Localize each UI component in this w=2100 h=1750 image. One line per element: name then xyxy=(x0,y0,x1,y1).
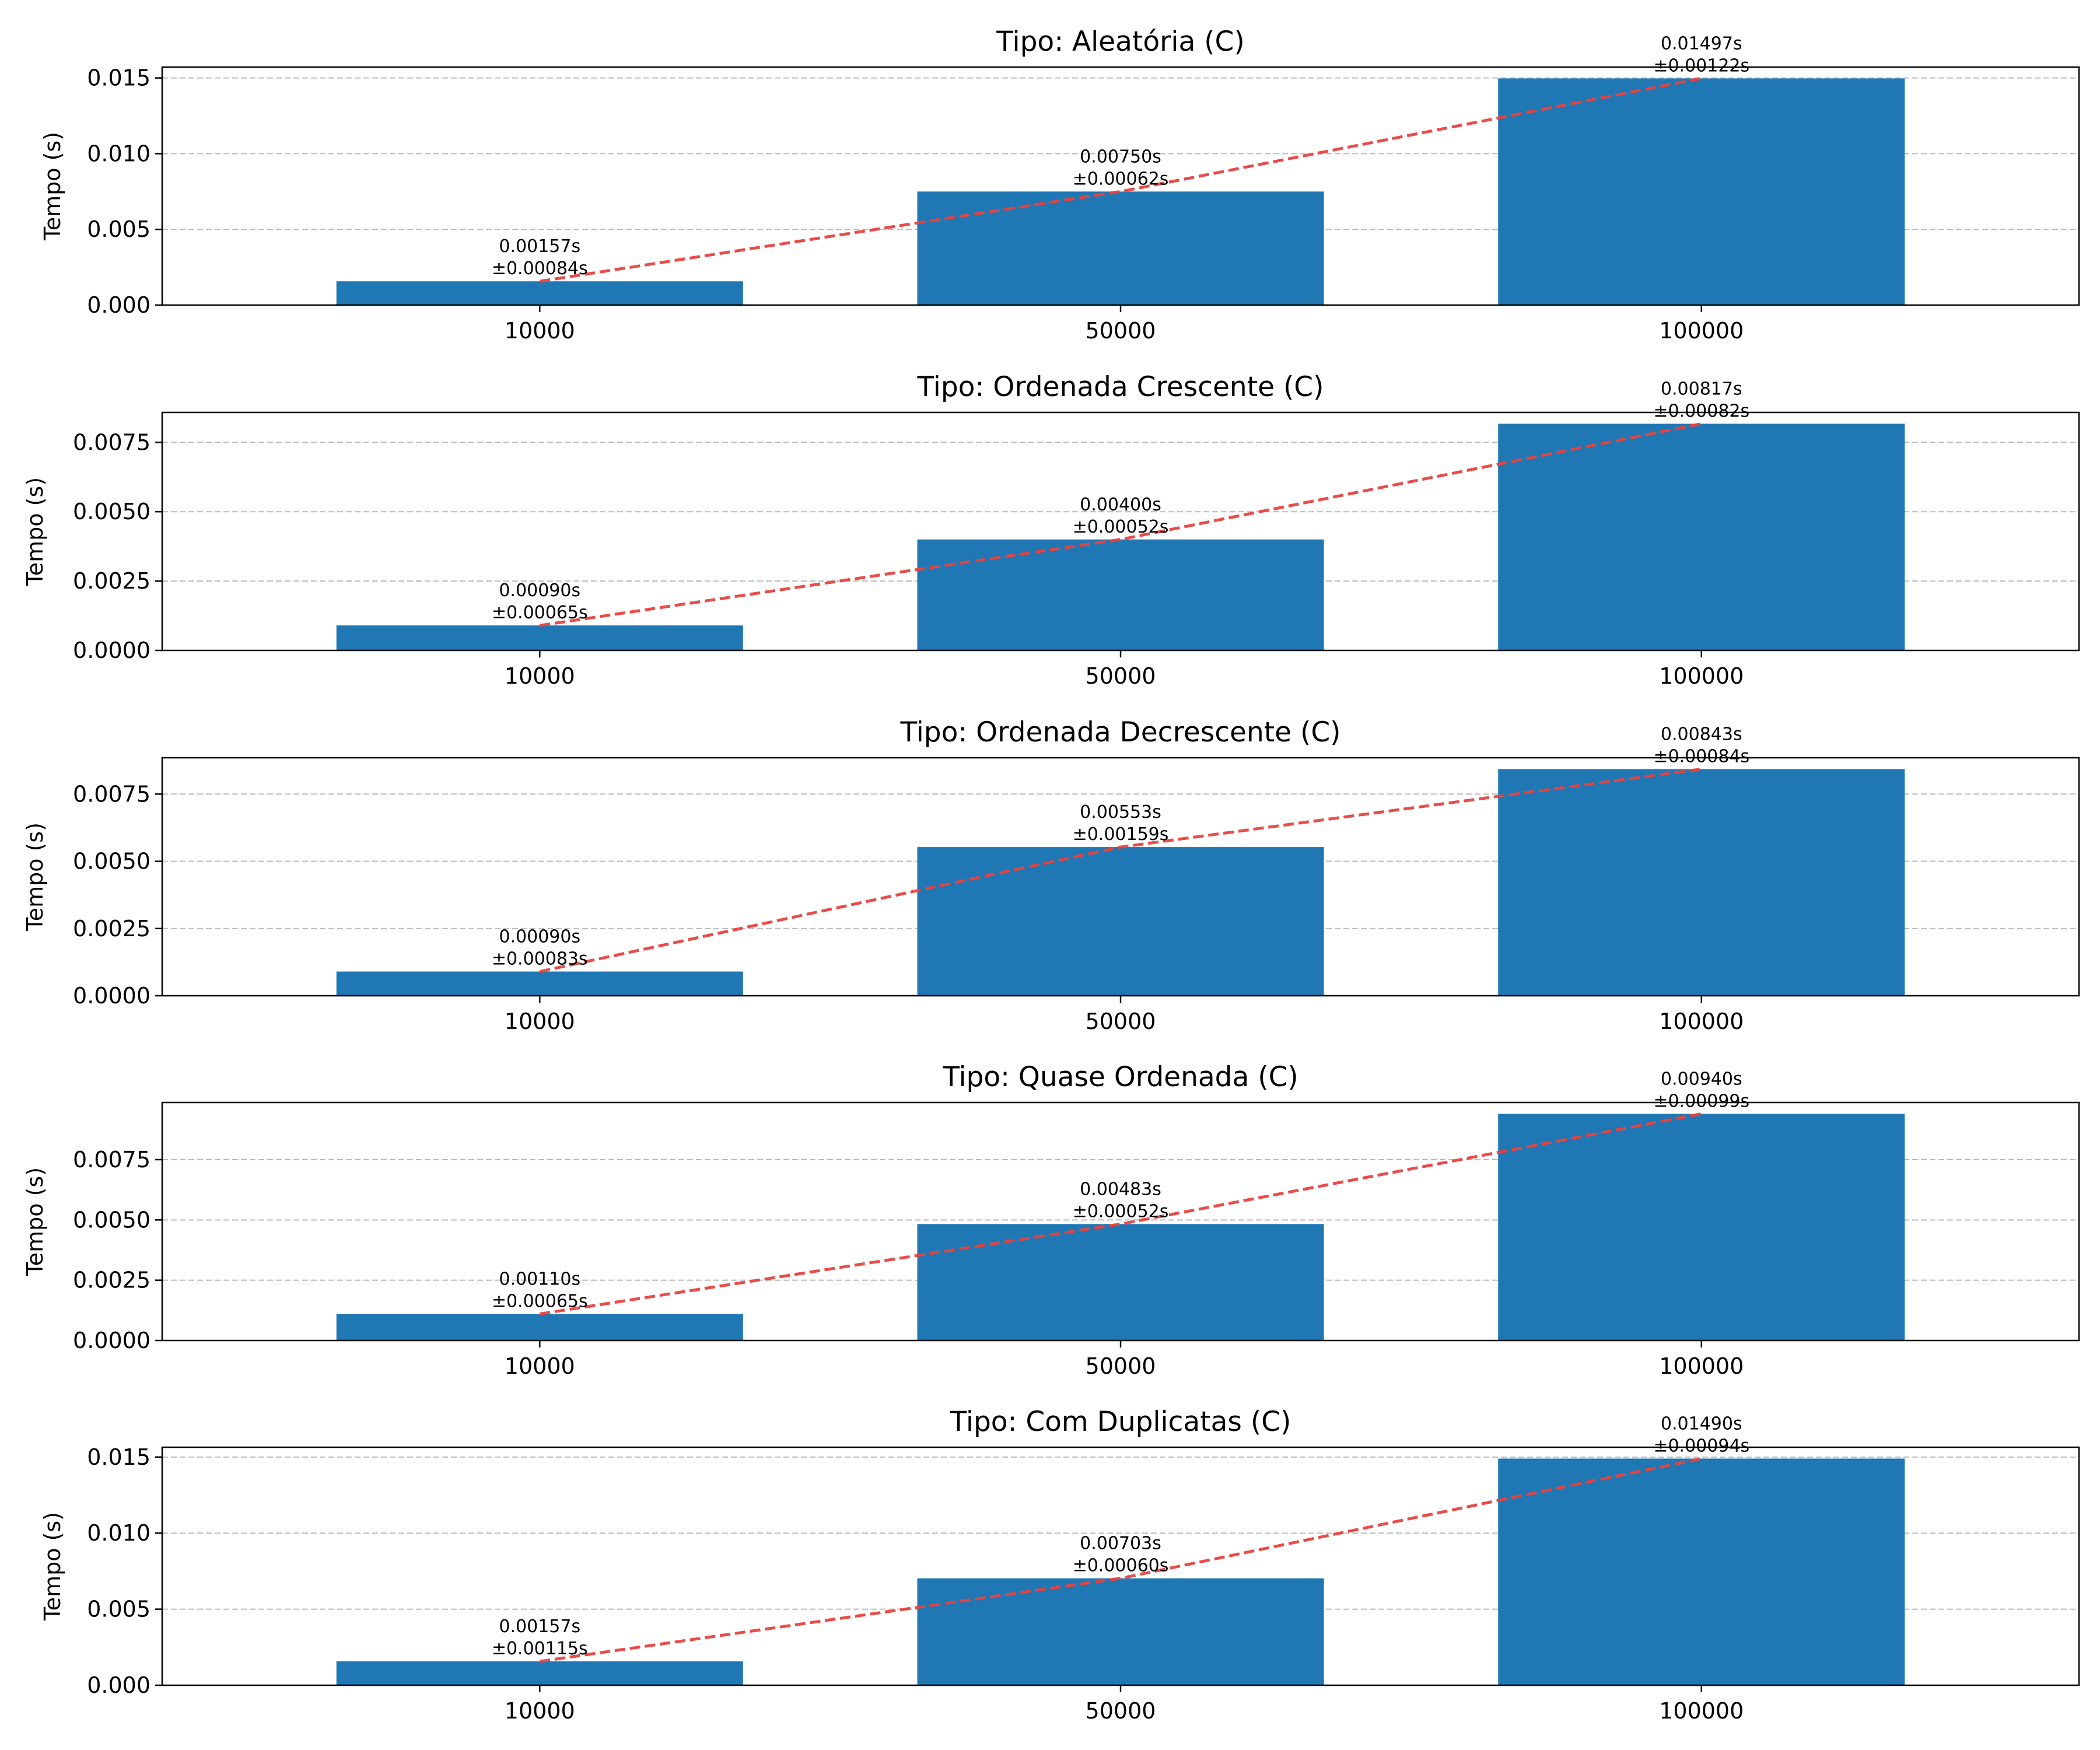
value-label: 0.00553s xyxy=(1080,802,1161,822)
y-tick-label: 0.010 xyxy=(87,1520,150,1546)
x-tick-label: 10000 xyxy=(505,318,575,344)
x-tick-label: 50000 xyxy=(1086,1009,1156,1034)
x-tick-label: 10000 xyxy=(505,1009,575,1034)
error-label: ±0.00122s xyxy=(1653,55,1749,76)
y-axis-label: Tempo (s) xyxy=(40,132,65,241)
x-tick-label: 100000 xyxy=(1659,318,1744,344)
value-label: 0.01497s xyxy=(1661,33,1742,54)
x-tick-label: 10000 xyxy=(505,1353,575,1379)
y-tick-label: 0.010 xyxy=(87,141,150,166)
bar-50000 xyxy=(917,1224,1324,1340)
chart-panel-2: 0.0000 0.0025 0.0050 0.0075 10000 50000 100000… xyxy=(22,371,2080,689)
error-label: ±0.00084s xyxy=(492,258,588,279)
value-label: 0.00483s xyxy=(1080,1179,1161,1199)
y-tick-label: 0.0025 xyxy=(73,916,150,942)
value-label: 0.00843s xyxy=(1661,724,1742,744)
bar-100000 xyxy=(1498,424,1905,650)
error-label: ±0.00062s xyxy=(1073,169,1169,189)
bar-100000 xyxy=(1498,1458,1905,1685)
value-label: 0.00090s xyxy=(499,927,580,947)
chart-title: Tipo: Ordenada Crescente (C) xyxy=(917,371,1324,403)
y-tick-label: 0.0075 xyxy=(73,1147,150,1172)
y-tick-label: 0.0075 xyxy=(73,781,150,807)
value-label: 0.00157s xyxy=(499,1616,580,1637)
error-label: ±0.00083s xyxy=(492,949,588,970)
bar-10000 xyxy=(336,1314,743,1340)
error-label: ±0.00094s xyxy=(1653,1436,1749,1456)
x-tick-label: 100000 xyxy=(1659,1009,1744,1034)
bar-10000 xyxy=(336,1661,743,1685)
y-axis-label: Tempo (s) xyxy=(22,477,48,586)
chart-title: Tipo: Quase Ordenada (C) xyxy=(942,1061,1298,1093)
chart-panel-5: 0.000 0.005 0.010 0.015 10000 50000 100000 0.00… xyxy=(40,1406,2080,1724)
x-tick-label: 50000 xyxy=(1086,318,1156,344)
x-tick-label: 50000 xyxy=(1086,1698,1156,1724)
x-tick-label: 50000 xyxy=(1086,1353,1156,1379)
error-label: ±0.00052s xyxy=(1073,1201,1169,1222)
y-tick-label: 0.005 xyxy=(87,1597,150,1622)
value-label: 0.00940s xyxy=(1661,1069,1742,1089)
y-tick-label: 0.0050 xyxy=(73,499,150,524)
bar-50000 xyxy=(917,539,1324,650)
y-axis-label: Tempo (s) xyxy=(22,1167,48,1276)
y-tick-label: 0.0000 xyxy=(73,983,150,1009)
error-label: ±0.00065s xyxy=(492,603,588,623)
y-tick-label: 0.0050 xyxy=(73,1207,150,1233)
y-tick-label: 0.015 xyxy=(87,65,150,91)
bar-10000 xyxy=(336,971,743,996)
chart-title: Tipo: Com Duplicatas (C) xyxy=(950,1406,1292,1438)
bar-50000 xyxy=(917,191,1324,305)
y-tick-label: 0.0075 xyxy=(73,429,150,455)
value-label: 0.00817s xyxy=(1661,379,1742,399)
chart-title: Tipo: Aleatória (C) xyxy=(996,26,1244,58)
error-label: ±0.00099s xyxy=(1653,1091,1749,1111)
bar-10000 xyxy=(336,625,743,650)
y-axis-label: Tempo (s) xyxy=(22,822,48,932)
chart-panel-1: 0.000 0.005 0.010 0.015 10000 50000 100000 0.00… xyxy=(40,26,2080,344)
value-label: 0.00090s xyxy=(499,580,580,601)
error-label: ±0.00052s xyxy=(1073,517,1169,537)
y-tick-label: 0.0025 xyxy=(73,568,150,594)
x-tick-label: 100000 xyxy=(1659,663,1744,689)
x-tick-label: 10000 xyxy=(505,663,575,689)
value-label: 0.00400s xyxy=(1080,495,1161,515)
y-tick-label: 0.0050 xyxy=(73,849,150,874)
bar-50000 xyxy=(917,1578,1324,1685)
value-label: 0.00110s xyxy=(499,1269,580,1290)
bar-10000 xyxy=(336,281,743,305)
error-label: ±0.00082s xyxy=(1653,401,1749,421)
trend-line xyxy=(539,767,1702,973)
x-tick-label: 100000 xyxy=(1659,1698,1744,1724)
value-label: 0.00157s xyxy=(499,236,580,257)
y-tick-label: 0.0025 xyxy=(73,1268,150,1293)
x-tick-label: 10000 xyxy=(505,1698,575,1724)
error-label: ±0.00115s xyxy=(492,1639,588,1659)
bar-100000 xyxy=(1498,78,1905,305)
chart-title: Tipo: Ordenada Decrescente (C) xyxy=(900,716,1340,748)
bar-50000 xyxy=(917,847,1324,996)
y-tick-label: 0.015 xyxy=(87,1444,150,1470)
x-tick-label: 50000 xyxy=(1086,663,1156,689)
y-tick-label: 0.005 xyxy=(87,216,150,242)
error-label: ±0.00065s xyxy=(492,1292,588,1312)
chart-panel-3: 0.0000 0.0025 0.0050 0.0075 10000 50000 100000… xyxy=(22,716,2080,1034)
y-tick-label: 0.0000 xyxy=(73,1328,150,1353)
bar-100000 xyxy=(1498,769,1905,996)
y-tick-label: 0.000 xyxy=(87,292,150,318)
error-label: ±0.00060s xyxy=(1073,1556,1169,1576)
y-tick-label: 0.000 xyxy=(87,1672,150,1698)
chart-panel-4: 0.0000 0.0025 0.0050 0.0075 10000 50000 100000… xyxy=(22,1061,2080,1379)
bar-100000 xyxy=(1498,1114,1905,1340)
y-axis-label: Tempo (s) xyxy=(40,1512,65,1621)
x-tick-label: 100000 xyxy=(1659,1353,1744,1379)
value-label: 0.00703s xyxy=(1080,1534,1161,1554)
error-label: ±0.00159s xyxy=(1073,824,1169,845)
trend-line xyxy=(539,1457,1702,1663)
error-label: ±0.00084s xyxy=(1653,746,1749,766)
value-label: 0.01490s xyxy=(1661,1413,1742,1434)
y-tick-label: 0.0000 xyxy=(73,638,150,663)
value-label: 0.00750s xyxy=(1080,146,1161,167)
